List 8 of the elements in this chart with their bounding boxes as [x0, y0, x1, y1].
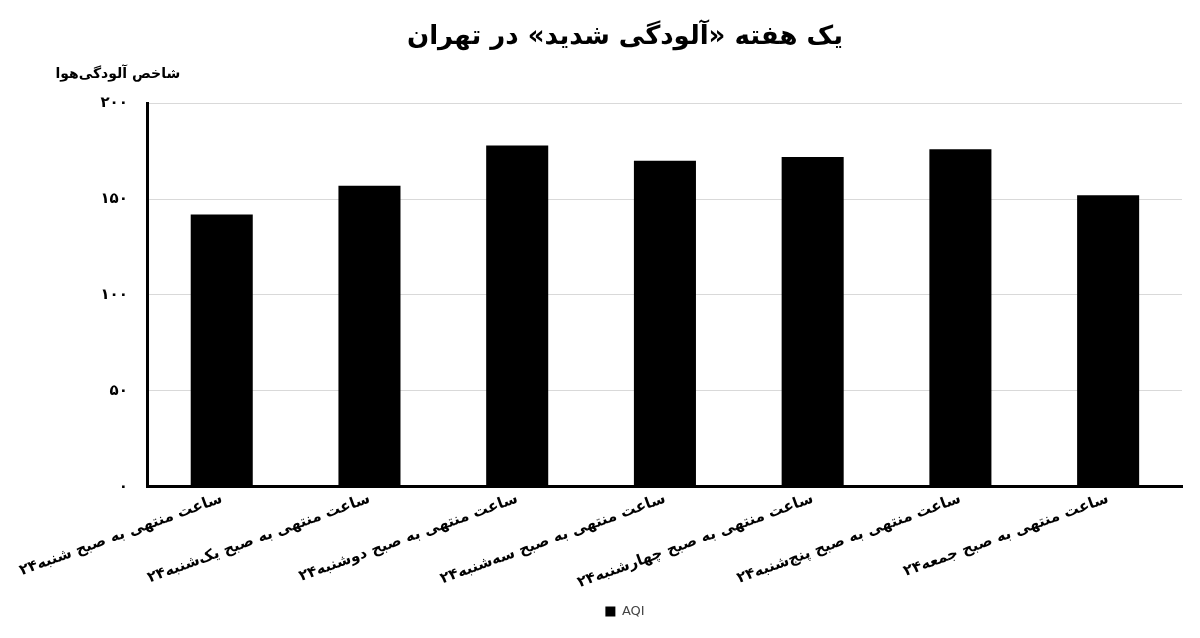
y-tick-label: ۱۰۰: [100, 284, 128, 303]
y-axis-title: شاخص آلودگی‌هوا: [55, 63, 181, 82]
y-tick-label: ۰: [118, 476, 128, 495]
y-tick-label: ۲۰۰: [100, 93, 128, 112]
y-tick-label: ۵۰: [109, 380, 128, 399]
y-tick-label: ۱۵۰: [100, 188, 128, 207]
chart-title: یک هفته «آلودگی شدید» در تهران: [407, 19, 843, 52]
legend-label: AQI: [621, 602, 645, 618]
